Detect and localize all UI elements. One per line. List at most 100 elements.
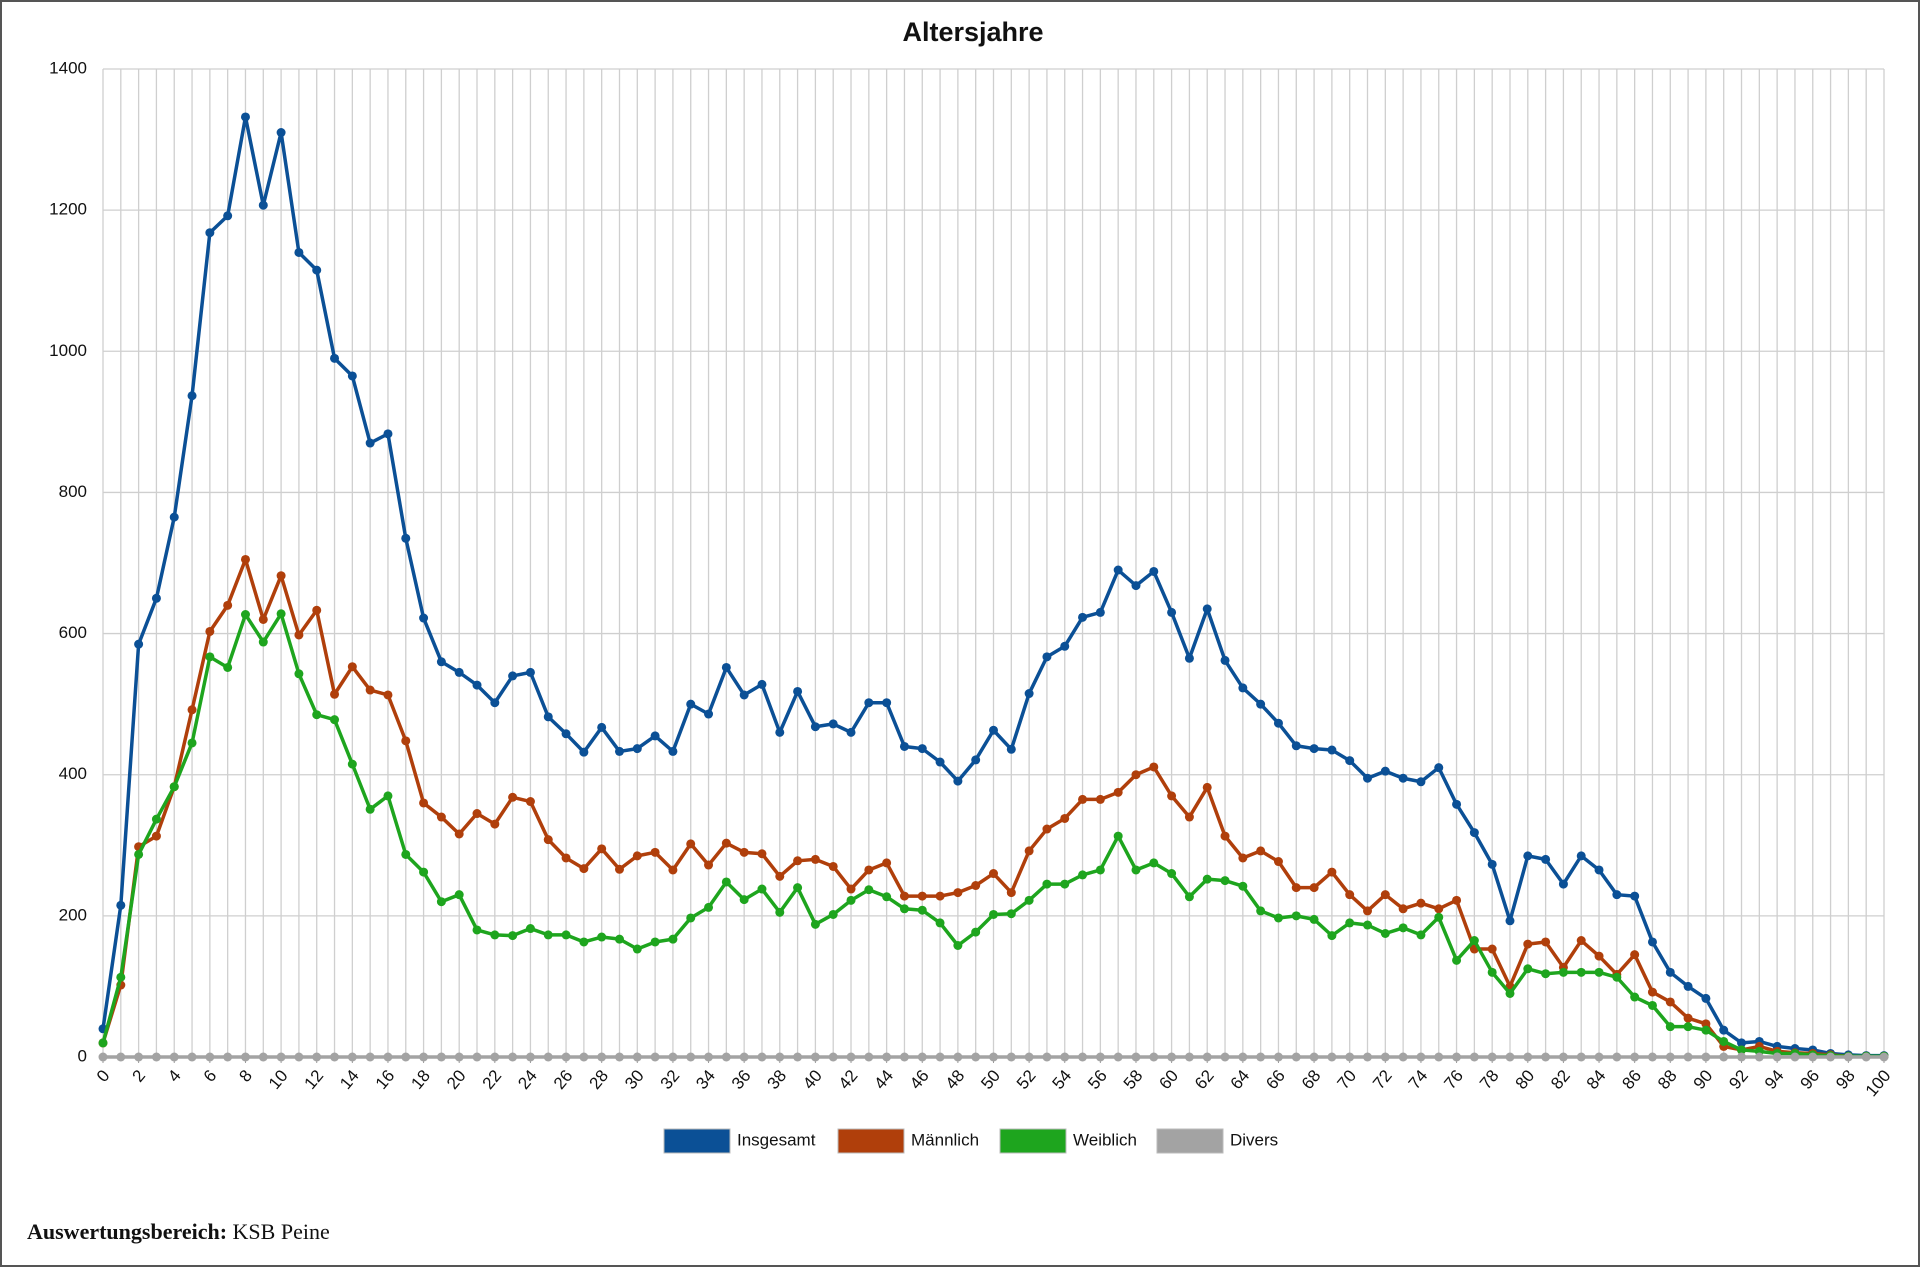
data-point xyxy=(1612,890,1622,900)
data-point xyxy=(757,849,767,859)
data-point xyxy=(1594,951,1604,961)
data-point xyxy=(1149,566,1159,576)
data-point xyxy=(1719,1052,1729,1062)
data-point xyxy=(1345,756,1355,766)
data-point xyxy=(1006,1052,1016,1062)
data-point xyxy=(1363,906,1373,916)
data-point xyxy=(1060,641,1070,651)
data-point xyxy=(579,864,589,874)
data-point xyxy=(828,909,838,919)
data-point xyxy=(436,657,446,667)
data-point xyxy=(775,1052,785,1062)
data-point xyxy=(721,877,731,887)
legend-swatch xyxy=(999,1128,1067,1154)
data-point xyxy=(490,1052,500,1062)
legend-label: Divers xyxy=(1230,1130,1278,1149)
data-point xyxy=(989,1052,998,1062)
data-point xyxy=(668,934,678,944)
data-point xyxy=(1238,683,1248,693)
data-point xyxy=(1078,1052,1088,1062)
y-tick-label: 400 xyxy=(59,764,87,783)
data-point xyxy=(971,881,981,891)
data-point xyxy=(1576,851,1586,861)
data-point xyxy=(472,809,482,819)
data-point xyxy=(1665,967,1675,977)
data-point xyxy=(116,972,126,982)
data-point xyxy=(650,731,660,741)
data-point xyxy=(1202,1052,1212,1062)
data-point xyxy=(508,792,518,802)
data-point xyxy=(561,729,571,739)
y-tick-label: 1000 xyxy=(49,341,87,360)
data-point xyxy=(419,798,429,808)
data-point xyxy=(1576,967,1586,977)
data-point xyxy=(1523,1052,1533,1062)
data-point xyxy=(1398,904,1408,914)
data-point xyxy=(1060,879,1070,889)
data-point xyxy=(1060,813,1070,823)
data-point xyxy=(1042,824,1052,834)
data-point xyxy=(935,1052,945,1062)
data-point xyxy=(543,1052,553,1062)
data-point xyxy=(721,1052,731,1062)
data-point xyxy=(1469,828,1479,838)
legend-swatch xyxy=(663,1128,731,1154)
series xyxy=(98,1052,1889,1062)
data-point xyxy=(1363,1052,1373,1062)
data-point xyxy=(276,1052,286,1062)
data-point xyxy=(1309,1052,1319,1062)
data-point xyxy=(1131,770,1141,780)
data-point xyxy=(1220,655,1230,665)
data-point xyxy=(686,699,696,709)
data-point xyxy=(1754,1052,1764,1062)
data-point xyxy=(419,613,429,623)
data-point xyxy=(704,860,714,870)
data-point xyxy=(1380,890,1390,900)
data-point xyxy=(561,853,571,863)
data-point xyxy=(561,1052,571,1062)
data-point xyxy=(846,727,856,737)
data-point xyxy=(1202,782,1212,792)
data-point xyxy=(1273,718,1283,728)
data-point xyxy=(614,864,624,874)
data-point xyxy=(383,690,393,700)
data-point xyxy=(1861,1052,1871,1062)
data-point xyxy=(1683,1052,1693,1062)
y-tick-label: 600 xyxy=(59,623,87,642)
data-point xyxy=(1149,762,1159,772)
data-point xyxy=(1345,890,1355,900)
data-point xyxy=(205,1052,215,1062)
y-tick-label: 0 xyxy=(78,1046,87,1065)
data-point xyxy=(597,844,607,854)
data-point xyxy=(347,759,357,769)
data-point xyxy=(1327,867,1337,877)
data-point xyxy=(1487,859,1497,869)
data-point xyxy=(205,228,215,238)
data-point xyxy=(810,722,820,732)
data-point xyxy=(1238,881,1248,891)
data-point xyxy=(1416,898,1426,908)
data-point xyxy=(1737,1038,1747,1048)
data-point xyxy=(490,930,500,940)
data-point xyxy=(347,371,357,381)
data-point xyxy=(935,757,945,767)
data-point xyxy=(935,918,945,928)
data-point xyxy=(1042,1052,1052,1062)
data-point xyxy=(525,667,535,677)
series xyxy=(98,554,1889,1061)
data-point xyxy=(294,1052,304,1062)
data-point xyxy=(1024,846,1034,856)
data-point xyxy=(294,630,304,640)
data-point xyxy=(1220,831,1230,841)
y-tick-label: 1400 xyxy=(49,58,87,77)
data-point xyxy=(1380,1052,1390,1062)
data-point xyxy=(704,902,714,912)
data-point xyxy=(312,1052,322,1062)
data-point xyxy=(1434,763,1444,773)
legend-label: Männlich xyxy=(911,1130,979,1149)
data-point xyxy=(151,814,161,824)
data-point xyxy=(436,812,446,822)
data-point xyxy=(312,265,322,275)
data-point xyxy=(1113,787,1123,797)
data-point xyxy=(1327,931,1337,941)
